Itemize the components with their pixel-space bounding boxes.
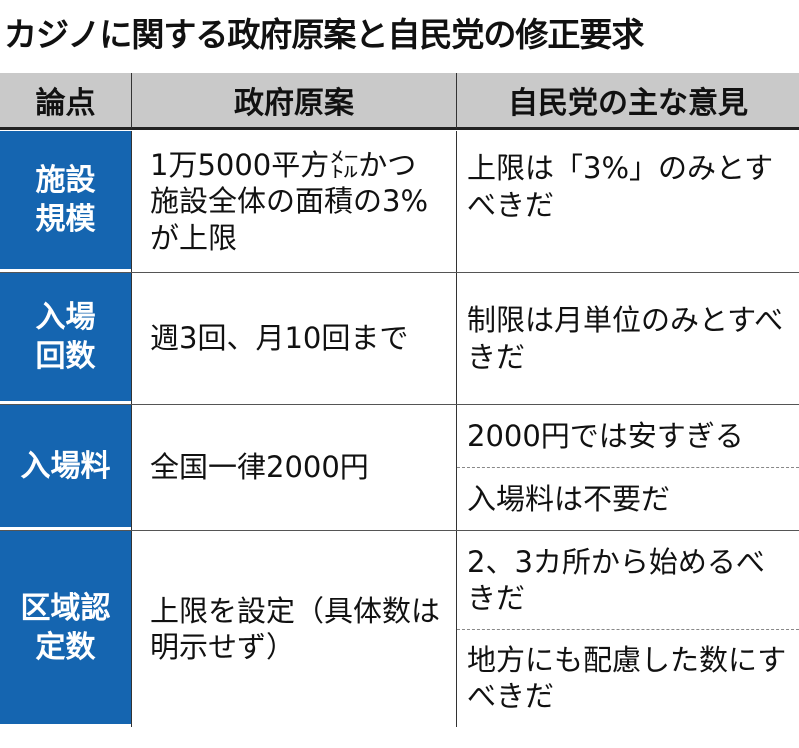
government-cell: 週3回、月10回まで <box>131 273 456 404</box>
ldp-cell: 制限は月単位のみとすべきだ <box>456 273 799 404</box>
ldp-cell: 2、3カ所から始めるべきだ 地方にも配慮した数にすべきだ <box>456 531 799 727</box>
table-row: 施設規模 1万5000平方㍍かつ施設全体の面積の3%が上限 上限は「3%」のみと… <box>0 131 799 273</box>
ldp-opinion: 2、3カ所から始めるべきだ <box>467 544 765 615</box>
header-government: 政府原案 <box>131 73 456 130</box>
issue-cell: 区域認定数 <box>0 531 131 724</box>
ldp-opinion: 入場料は不要だ <box>457 467 799 530</box>
table-row: 入場回数 週3回、月10回まで 制限は月単位のみとすべきだ <box>0 273 799 405</box>
ldp-opinion: 上限は「3%」のみとすべきだ <box>467 151 774 222</box>
header-issue: 論点 <box>0 73 131 130</box>
header-ldp: 自民党の主な意見 <box>456 73 799 130</box>
table-row: 区域認定数 上限を設定（具体数は明示せず） 2、3カ所から始めるべきだ 地方にも… <box>0 531 799 727</box>
government-cell: 上限を設定（具体数は明示せず） <box>131 531 456 727</box>
government-cell: 全国一律2000円 <box>131 405 456 530</box>
government-cell: 1万5000平方㍍かつ施設全体の面積の3%が上限 <box>131 131 456 272</box>
ldp-cell: 2000円では安すぎる 入場料は不要だ <box>456 405 799 530</box>
page-title: カジノに関する政府原案と自民党の修正要求 <box>4 15 644 54</box>
ldp-opinion: 制限は月単位のみとすべきだ <box>467 303 784 374</box>
issue-cell: 施設規模 <box>0 131 131 269</box>
ldp-opinion: 地方にも配慮した数にすべきだ <box>457 628 799 728</box>
ldp-cell: 上限は「3%」のみとすべきだ <box>456 131 799 272</box>
issue-cell: 入場回数 <box>0 273 131 401</box>
issue-cell: 入場料 <box>0 405 131 527</box>
table-row: 入場料 全国一律2000円 2000円では安すぎる 入場料は不要だ <box>0 405 799 531</box>
ldp-opinion: 2000円では安すぎる <box>467 418 744 453</box>
